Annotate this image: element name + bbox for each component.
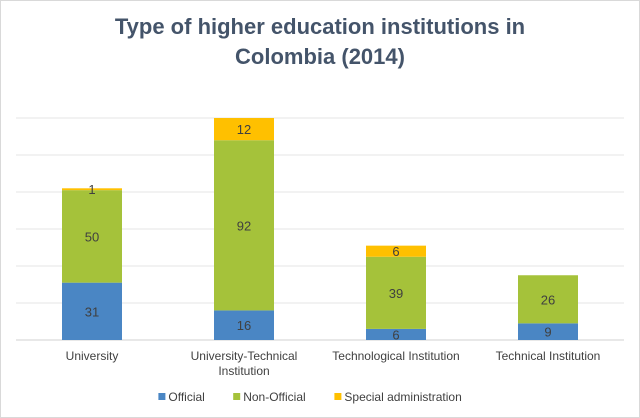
bar-segment-official: [214, 310, 274, 340]
bar-segment-non-official: [62, 190, 122, 283]
category-label: University-Technical: [191, 349, 298, 363]
legend-label: Official: [168, 390, 204, 404]
bar-segment-non-official: [366, 256, 426, 329]
data-label: 31: [85, 304, 99, 319]
data-label: 9: [544, 325, 551, 340]
data-label: 12: [237, 122, 251, 137]
data-label: 6: [392, 327, 399, 342]
legend-swatch: [158, 393, 166, 400]
category-label: Technical Institution: [496, 349, 601, 363]
legend-swatch: [334, 393, 342, 400]
bar-segment-special-administration: [214, 118, 274, 141]
bar-segment-special-administration: [62, 188, 122, 191]
data-label: 1: [88, 182, 95, 197]
legend-label: Non-Official: [243, 390, 305, 404]
title-line-1: Type of higher education institutions in: [114, 14, 526, 39]
data-label: 92: [237, 218, 251, 233]
chart-title: Type of higher education institutions in…: [0, 12, 640, 72]
data-label: 16: [237, 318, 251, 333]
data-label: 39: [389, 286, 403, 301]
bar-segment-official: [518, 323, 578, 340]
bar-segment-non-official: [214, 140, 274, 311]
category-label: Institution: [218, 364, 269, 378]
data-label: 26: [541, 292, 555, 307]
legend-swatch: [233, 393, 241, 400]
bar-segment-special-administration: [366, 245, 426, 257]
legend-label: Special administration: [344, 390, 461, 404]
bar-segment-official: [62, 282, 122, 340]
category-label: University: [66, 349, 119, 363]
bar-segment-non-official: [518, 275, 578, 324]
data-label: 50: [85, 229, 99, 244]
title-line-2: Colombia (2014): [235, 44, 405, 69]
category-label: Technological Institution: [332, 349, 459, 363]
bar-segment-official: [366, 328, 426, 340]
data-label: 6: [392, 244, 399, 259]
